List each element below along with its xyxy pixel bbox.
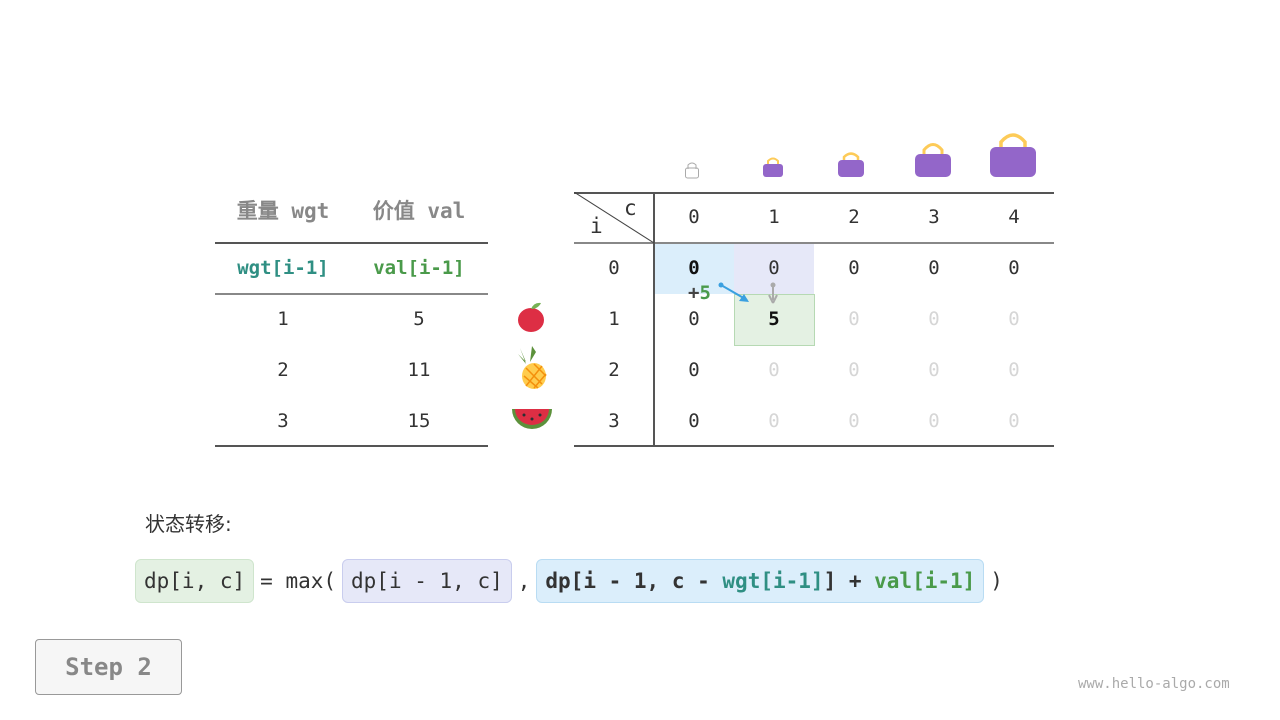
row-header: 3 — [608, 410, 620, 432]
wgt-cell: 2 — [277, 359, 289, 381]
bag-icon-1 — [763, 157, 783, 177]
transition-arrows — [718, 282, 778, 304]
value-added-label: +5 — [688, 282, 711, 304]
dp-cell: 0 — [1008, 410, 1020, 432]
header-val: 价值 val — [372, 199, 466, 223]
dp-cell: 0 — [848, 308, 860, 330]
subheader-wgt: wgt[i-1] — [237, 257, 329, 279]
val-cell: 15 — [407, 410, 431, 432]
opt2-wgt: wgt[i-1] — [722, 569, 824, 593]
col-header: 3 — [928, 206, 940, 228]
dp-cell: 0 — [768, 359, 780, 381]
dp-cell: 0 — [688, 410, 700, 432]
col-header: 0 — [688, 206, 700, 228]
corner-diagonal — [574, 192, 654, 243]
subheader-val: val[i-1] — [373, 257, 465, 279]
formula-option-1: dp[i - 1, c] — [342, 559, 512, 603]
pineapple-icon — [518, 346, 547, 389]
bag-icon-3 — [915, 143, 951, 177]
opt2-b: ] + — [823, 569, 875, 593]
plus-sign: + — [688, 282, 700, 304]
highlight-current-cell — [734, 294, 815, 346]
dp-cell: 0 — [928, 308, 940, 330]
transition-formula: dp[i, c] = max( dp[i - 1, c] , dp[i - 1,… — [135, 559, 1003, 603]
transition-label: 状态转移: — [145, 512, 232, 536]
watermark: www.hello-algo.com — [1078, 676, 1230, 692]
header-divider — [574, 242, 1054, 244]
formula-comma: , — [517, 569, 531, 593]
step-button[interactable]: Step 2 — [35, 639, 182, 695]
formula-close: ) — [990, 569, 1003, 593]
formula-option-2: dp[i - 1, c - wgt[i-1]] + val[i-1] — [536, 559, 985, 603]
dp-cell: 0 — [768, 410, 780, 432]
dp-cell: 0 — [1008, 257, 1020, 279]
bag-icon-4 — [990, 133, 1036, 177]
dp-cell: 0 — [848, 359, 860, 381]
column-divider — [653, 192, 655, 446]
col-header: 1 — [768, 206, 780, 228]
wgt-cell: 3 — [277, 410, 289, 432]
dp-cell: 0 — [1008, 359, 1020, 381]
table-top-line — [574, 192, 1054, 194]
divider — [215, 293, 488, 295]
row-header: 0 — [608, 257, 620, 279]
bag-icon-2 — [838, 152, 864, 177]
wgt-cell: 1 — [277, 308, 289, 330]
dp-cell: 0 — [848, 257, 860, 279]
val-cell: 5 — [413, 308, 425, 330]
opt2-val: val[i-1] — [874, 569, 976, 593]
dp-cell: 0 — [928, 410, 940, 432]
row-header: 1 — [608, 308, 620, 330]
dp-cell: 0 — [688, 308, 700, 330]
formula-eq: = max( — [260, 569, 337, 593]
formula-lhs: dp[i, c] — [135, 559, 255, 603]
corner-i-label: i — [590, 214, 603, 238]
col-header: 4 — [1008, 206, 1020, 228]
header-wgt: 重量 wgt — [236, 199, 330, 223]
dp-cell: 0 — [688, 359, 700, 381]
watermelon-icon — [512, 409, 552, 429]
bag-icon-0 — [685, 162, 699, 179]
dp-cell: 0 — [1008, 308, 1020, 330]
added-value: 5 — [699, 282, 711, 304]
dp-cell: 0 — [768, 257, 780, 279]
divider — [215, 445, 488, 447]
dp-cell: 0 — [688, 257, 700, 279]
col-header: 2 — [848, 206, 860, 228]
row-header: 2 — [608, 359, 620, 381]
table-bottom-line — [574, 445, 1054, 447]
val-cell: 11 — [407, 359, 431, 381]
dp-cell: 0 — [928, 359, 940, 381]
dp-cell: 0 — [928, 257, 940, 279]
apple-icon — [518, 302, 544, 332]
divider — [215, 242, 488, 244]
corner-c-label: c — [624, 196, 637, 220]
dp-cell: 0 — [848, 410, 860, 432]
dp-cell: 5 — [768, 308, 780, 330]
opt2-a: dp[i - 1, c - — [545, 569, 723, 593]
